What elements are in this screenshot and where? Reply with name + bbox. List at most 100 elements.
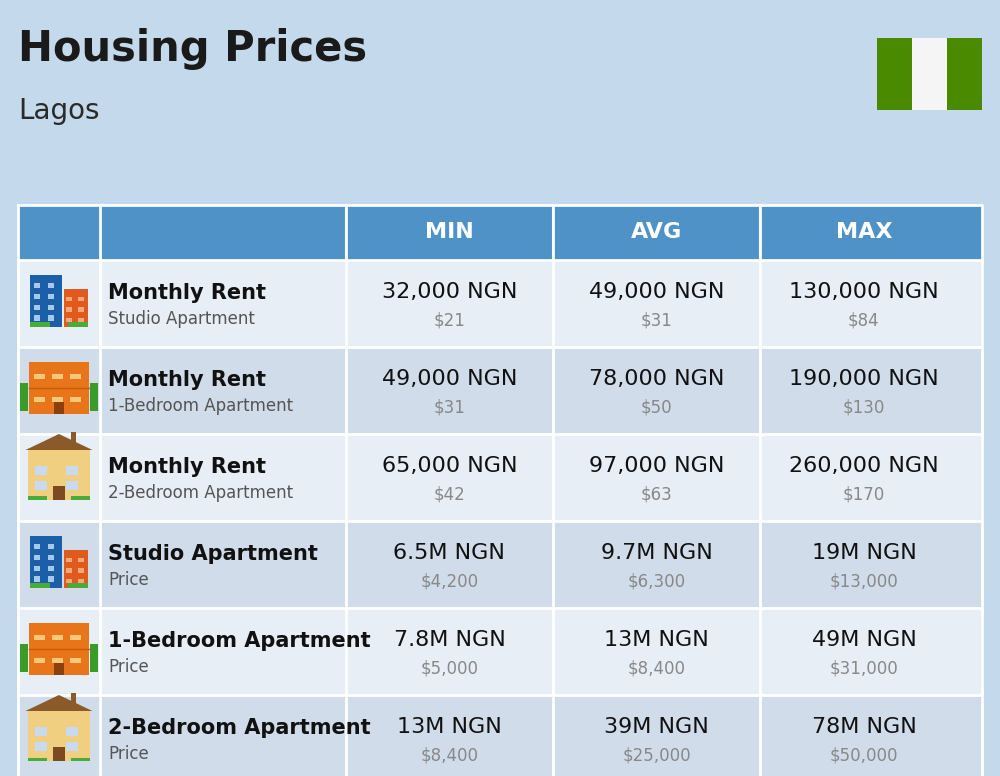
Bar bbox=[68, 583, 88, 588]
Text: $25,000: $25,000 bbox=[622, 747, 691, 765]
Bar bbox=[48, 282, 54, 288]
Text: 9.7M NGN: 9.7M NGN bbox=[601, 543, 713, 563]
Bar bbox=[34, 577, 40, 582]
Bar bbox=[52, 635, 63, 640]
Bar bbox=[29, 623, 89, 675]
Bar bbox=[18, 434, 982, 521]
Text: $8,400: $8,400 bbox=[420, 747, 478, 765]
Bar bbox=[29, 362, 89, 414]
Bar bbox=[64, 289, 88, 327]
Bar bbox=[48, 544, 54, 549]
Text: $42: $42 bbox=[434, 486, 465, 504]
Bar bbox=[52, 374, 63, 379]
Text: $50: $50 bbox=[641, 399, 672, 417]
Text: 32,000 NGN: 32,000 NGN bbox=[382, 282, 517, 302]
Text: AVG: AVG bbox=[631, 223, 682, 242]
Text: $21: $21 bbox=[433, 312, 465, 330]
Text: $31: $31 bbox=[433, 399, 465, 417]
Bar bbox=[68, 322, 88, 327]
Bar bbox=[52, 658, 63, 663]
Bar bbox=[18, 695, 982, 776]
Bar bbox=[66, 307, 72, 312]
Bar bbox=[35, 742, 47, 751]
Bar bbox=[34, 282, 40, 288]
Text: $130: $130 bbox=[843, 399, 885, 417]
Text: $31: $31 bbox=[641, 312, 673, 330]
Text: 130,000 NGN: 130,000 NGN bbox=[789, 282, 939, 302]
Bar bbox=[18, 347, 982, 434]
Text: MAX: MAX bbox=[836, 223, 892, 242]
Bar bbox=[70, 635, 81, 640]
Bar bbox=[78, 297, 84, 301]
Bar bbox=[71, 497, 90, 500]
Text: $13,000: $13,000 bbox=[830, 573, 898, 591]
Bar bbox=[66, 742, 78, 751]
Text: Price: Price bbox=[108, 571, 149, 589]
Bar bbox=[66, 569, 72, 573]
Bar bbox=[30, 583, 50, 588]
Text: 49,000 NGN: 49,000 NGN bbox=[382, 369, 517, 390]
Bar bbox=[34, 658, 45, 663]
Text: $31,000: $31,000 bbox=[830, 660, 898, 678]
Text: $84: $84 bbox=[848, 312, 880, 330]
Text: 19M NGN: 19M NGN bbox=[812, 543, 916, 563]
Bar bbox=[28, 711, 90, 761]
Text: Lagos: Lagos bbox=[18, 97, 100, 125]
Bar bbox=[48, 316, 54, 320]
Bar bbox=[66, 558, 72, 563]
Bar bbox=[90, 383, 98, 411]
Bar bbox=[947, 38, 982, 110]
Text: Monthly Rent: Monthly Rent bbox=[108, 370, 266, 390]
Bar bbox=[34, 316, 40, 320]
Bar bbox=[18, 260, 982, 347]
Bar bbox=[34, 374, 45, 379]
Bar bbox=[28, 497, 47, 500]
Bar bbox=[48, 577, 54, 582]
Text: 49M NGN: 49M NGN bbox=[812, 630, 916, 650]
Bar bbox=[53, 486, 65, 500]
Bar bbox=[48, 304, 54, 310]
Text: 2-Bedroom Apartment: 2-Bedroom Apartment bbox=[108, 718, 371, 738]
Bar bbox=[53, 747, 65, 761]
Text: Monthly Rent: Monthly Rent bbox=[108, 283, 266, 303]
Text: Studio Apartment: Studio Apartment bbox=[108, 310, 255, 328]
Bar bbox=[78, 579, 84, 584]
Bar bbox=[66, 727, 78, 736]
Bar bbox=[90, 644, 98, 672]
Bar bbox=[34, 293, 40, 299]
Bar bbox=[18, 205, 982, 260]
Bar bbox=[18, 521, 982, 608]
Bar bbox=[70, 658, 81, 663]
Text: $170: $170 bbox=[843, 486, 885, 504]
Bar bbox=[20, 644, 28, 672]
Bar bbox=[71, 757, 90, 761]
Bar bbox=[78, 569, 84, 573]
Bar bbox=[34, 555, 40, 559]
Text: 2-Bedroom Apartment: 2-Bedroom Apartment bbox=[108, 484, 293, 502]
Bar bbox=[52, 397, 63, 403]
Bar bbox=[912, 38, 947, 110]
Bar bbox=[34, 635, 45, 640]
Bar bbox=[71, 694, 76, 706]
Bar bbox=[34, 397, 45, 403]
Bar bbox=[48, 293, 54, 299]
Text: $63: $63 bbox=[641, 486, 673, 504]
Bar bbox=[78, 307, 84, 312]
Text: 49,000 NGN: 49,000 NGN bbox=[589, 282, 724, 302]
Bar bbox=[70, 374, 81, 379]
Bar bbox=[877, 38, 912, 110]
Bar bbox=[34, 566, 40, 570]
Bar bbox=[78, 558, 84, 563]
Text: 78,000 NGN: 78,000 NGN bbox=[589, 369, 724, 390]
Bar bbox=[18, 608, 982, 695]
Text: 7.8M NGN: 7.8M NGN bbox=[394, 630, 505, 650]
Bar bbox=[30, 275, 62, 327]
Bar bbox=[78, 318, 84, 322]
Bar bbox=[35, 727, 47, 736]
Polygon shape bbox=[25, 695, 92, 711]
Text: 1-Bedroom Apartment: 1-Bedroom Apartment bbox=[108, 631, 371, 651]
Text: 1-Bedroom Apartment: 1-Bedroom Apartment bbox=[108, 397, 293, 415]
Text: 260,000 NGN: 260,000 NGN bbox=[789, 456, 939, 476]
Text: $5,000: $5,000 bbox=[420, 660, 478, 678]
Text: Monthly Rent: Monthly Rent bbox=[108, 457, 266, 477]
